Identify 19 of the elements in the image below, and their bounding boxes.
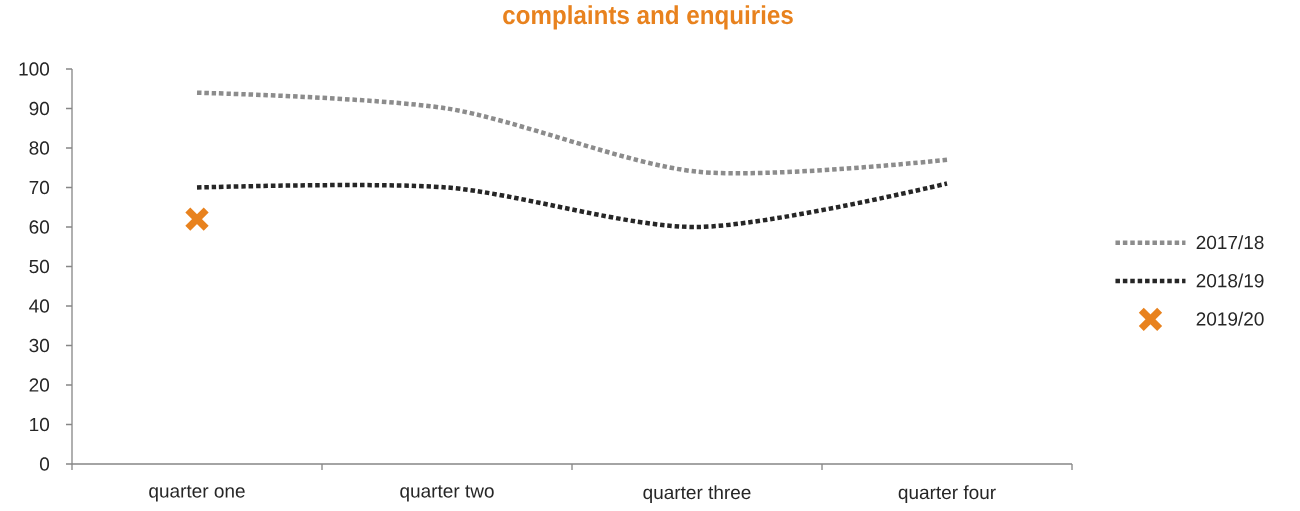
y-tick-label: 30 — [29, 338, 50, 353]
x-tick-label: quarter three — [643, 485, 751, 503]
y-tick-label: 90 — [29, 101, 50, 116]
y-tick-label: 50 — [29, 259, 50, 274]
y-tick-label: 10 — [30, 417, 50, 432]
y-tick-label: 100 — [19, 62, 50, 76]
y-tick-label: 70 — [29, 180, 50, 195]
legend-label: 2017/18 — [1196, 235, 1264, 250]
y-tick-label: 0 — [39, 457, 50, 471]
x-tick-label: quarter one — [149, 485, 245, 502]
y-tick-label: 40 — [29, 299, 50, 313]
x-tick-label: quarter two — [400, 485, 494, 502]
y-tick-label: 80 — [29, 141, 50, 155]
legend-label: 2019/20 — [1196, 311, 1264, 326]
chart-title: complaints and enquiries — [503, 5, 793, 30]
legend-label: 2018/19 — [1196, 273, 1264, 288]
x-tick-label: quarter four — [898, 485, 996, 503]
y-tick-label: 20 — [29, 378, 50, 392]
y-tick-label: 60 — [29, 220, 50, 234]
